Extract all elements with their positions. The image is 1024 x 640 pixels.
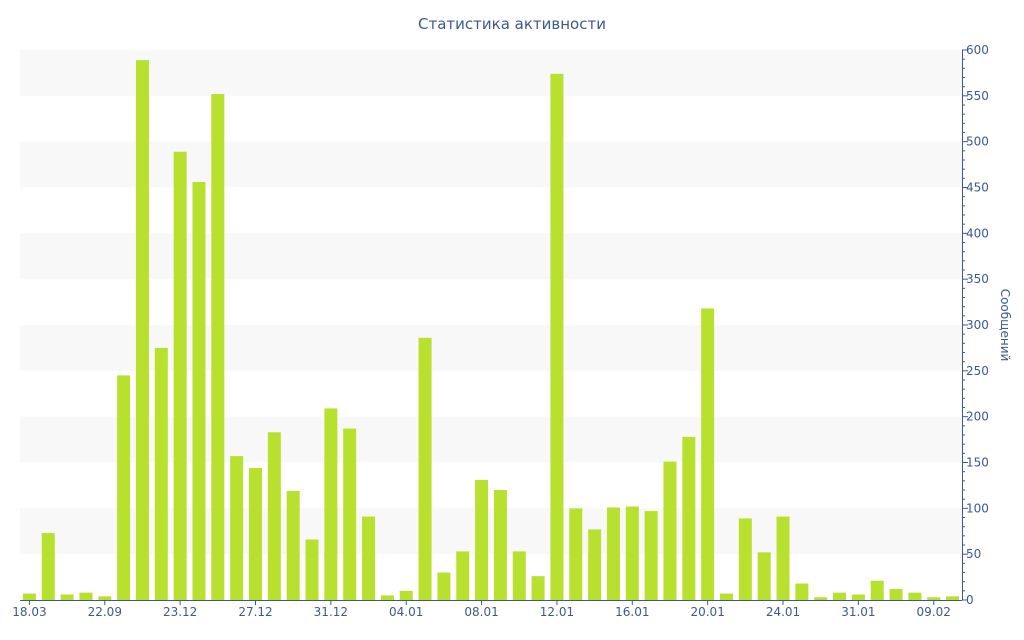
bar (908, 592, 922, 600)
bar (211, 94, 225, 600)
bar (889, 589, 903, 600)
y-tick-label: 50 (966, 547, 981, 561)
bar (117, 375, 131, 600)
bar (60, 594, 74, 600)
bar (493, 490, 507, 600)
bar (79, 592, 93, 600)
bar (682, 436, 696, 600)
x-tick-label: 31.12 (314, 605, 348, 619)
bar (22, 593, 36, 600)
bar (98, 596, 112, 600)
y-tick-label: 350 (966, 272, 989, 286)
bar (870, 580, 884, 600)
x-tick-label: 16.01 (615, 605, 649, 619)
bar (644, 511, 658, 600)
x-tick-label: 18.03 (12, 605, 46, 619)
bar (757, 552, 771, 600)
bar (814, 597, 828, 600)
x-axis: 18.03 22.09 23.12 27.12 31.12 04.01 08.01 12.01… (12, 600, 962, 619)
bar (324, 408, 338, 600)
bar (531, 576, 545, 600)
x-tick-label: 09.02 (917, 605, 951, 619)
x-tick-label: 23.12 (163, 605, 197, 619)
y-tick-label: 600 (966, 43, 989, 57)
bar (625, 506, 639, 600)
x-tick-label: 27.12 (238, 605, 272, 619)
bar (135, 60, 149, 601)
y-tick-label: 500 (966, 135, 989, 149)
y-tick-label: 250 (966, 364, 989, 378)
x-tick-label: 08.01 (464, 605, 498, 619)
y-axis: 0 50 100 150 200 250 300 350 400 450 500 550 600 Сооб… (962, 43, 1012, 607)
x-tick-label: 31.01 (841, 605, 875, 619)
bar (606, 507, 620, 600)
bar (512, 551, 526, 600)
bar (701, 308, 715, 600)
bar (249, 468, 262, 600)
bar (550, 73, 564, 601)
x-tick-label: 04.01 (389, 605, 423, 619)
y-tick-label: 200 (966, 410, 989, 424)
bar (437, 572, 451, 600)
y-tick-label: 400 (966, 226, 989, 240)
y-tick-label: 300 (966, 318, 989, 332)
grid-band (20, 233, 962, 280)
y-tick-label: 100 (966, 501, 989, 515)
y-tick-label: 450 (966, 181, 989, 195)
bar (41, 533, 55, 600)
bar (795, 583, 809, 600)
bar (833, 592, 847, 600)
bar (418, 337, 432, 600)
y-axis-title: Сообщений (998, 289, 1012, 362)
bar (362, 516, 376, 600)
bar (776, 516, 790, 600)
y-tick-label: 150 (966, 456, 989, 470)
bar (286, 490, 300, 600)
bar (475, 479, 489, 600)
grid-band (20, 50, 962, 96)
bar (927, 597, 941, 600)
bar (399, 590, 413, 600)
y-tick-label: 0 (966, 593, 974, 607)
x-tick-label: 22.09 (88, 605, 122, 619)
bars (22, 60, 960, 601)
bar (380, 595, 394, 600)
bar (946, 596, 960, 600)
chart-title: Статистика активности (418, 15, 606, 33)
bar (720, 593, 733, 600)
bar (663, 461, 677, 600)
bar (588, 529, 602, 600)
bar (267, 432, 281, 600)
bar (305, 539, 319, 600)
grid-band (20, 141, 962, 188)
bar (192, 182, 206, 600)
bar (173, 151, 187, 600)
bar (154, 347, 168, 600)
x-tick-label: 20.01 (690, 605, 724, 619)
bar (343, 428, 357, 600)
bar (456, 551, 470, 600)
bar (569, 508, 583, 600)
bar (230, 456, 244, 600)
bar (851, 594, 865, 600)
y-tick-label: 550 (966, 89, 989, 103)
x-tick-label: 12.01 (540, 605, 574, 619)
x-tick-label: 24.01 (766, 605, 800, 619)
bar (738, 518, 752, 600)
